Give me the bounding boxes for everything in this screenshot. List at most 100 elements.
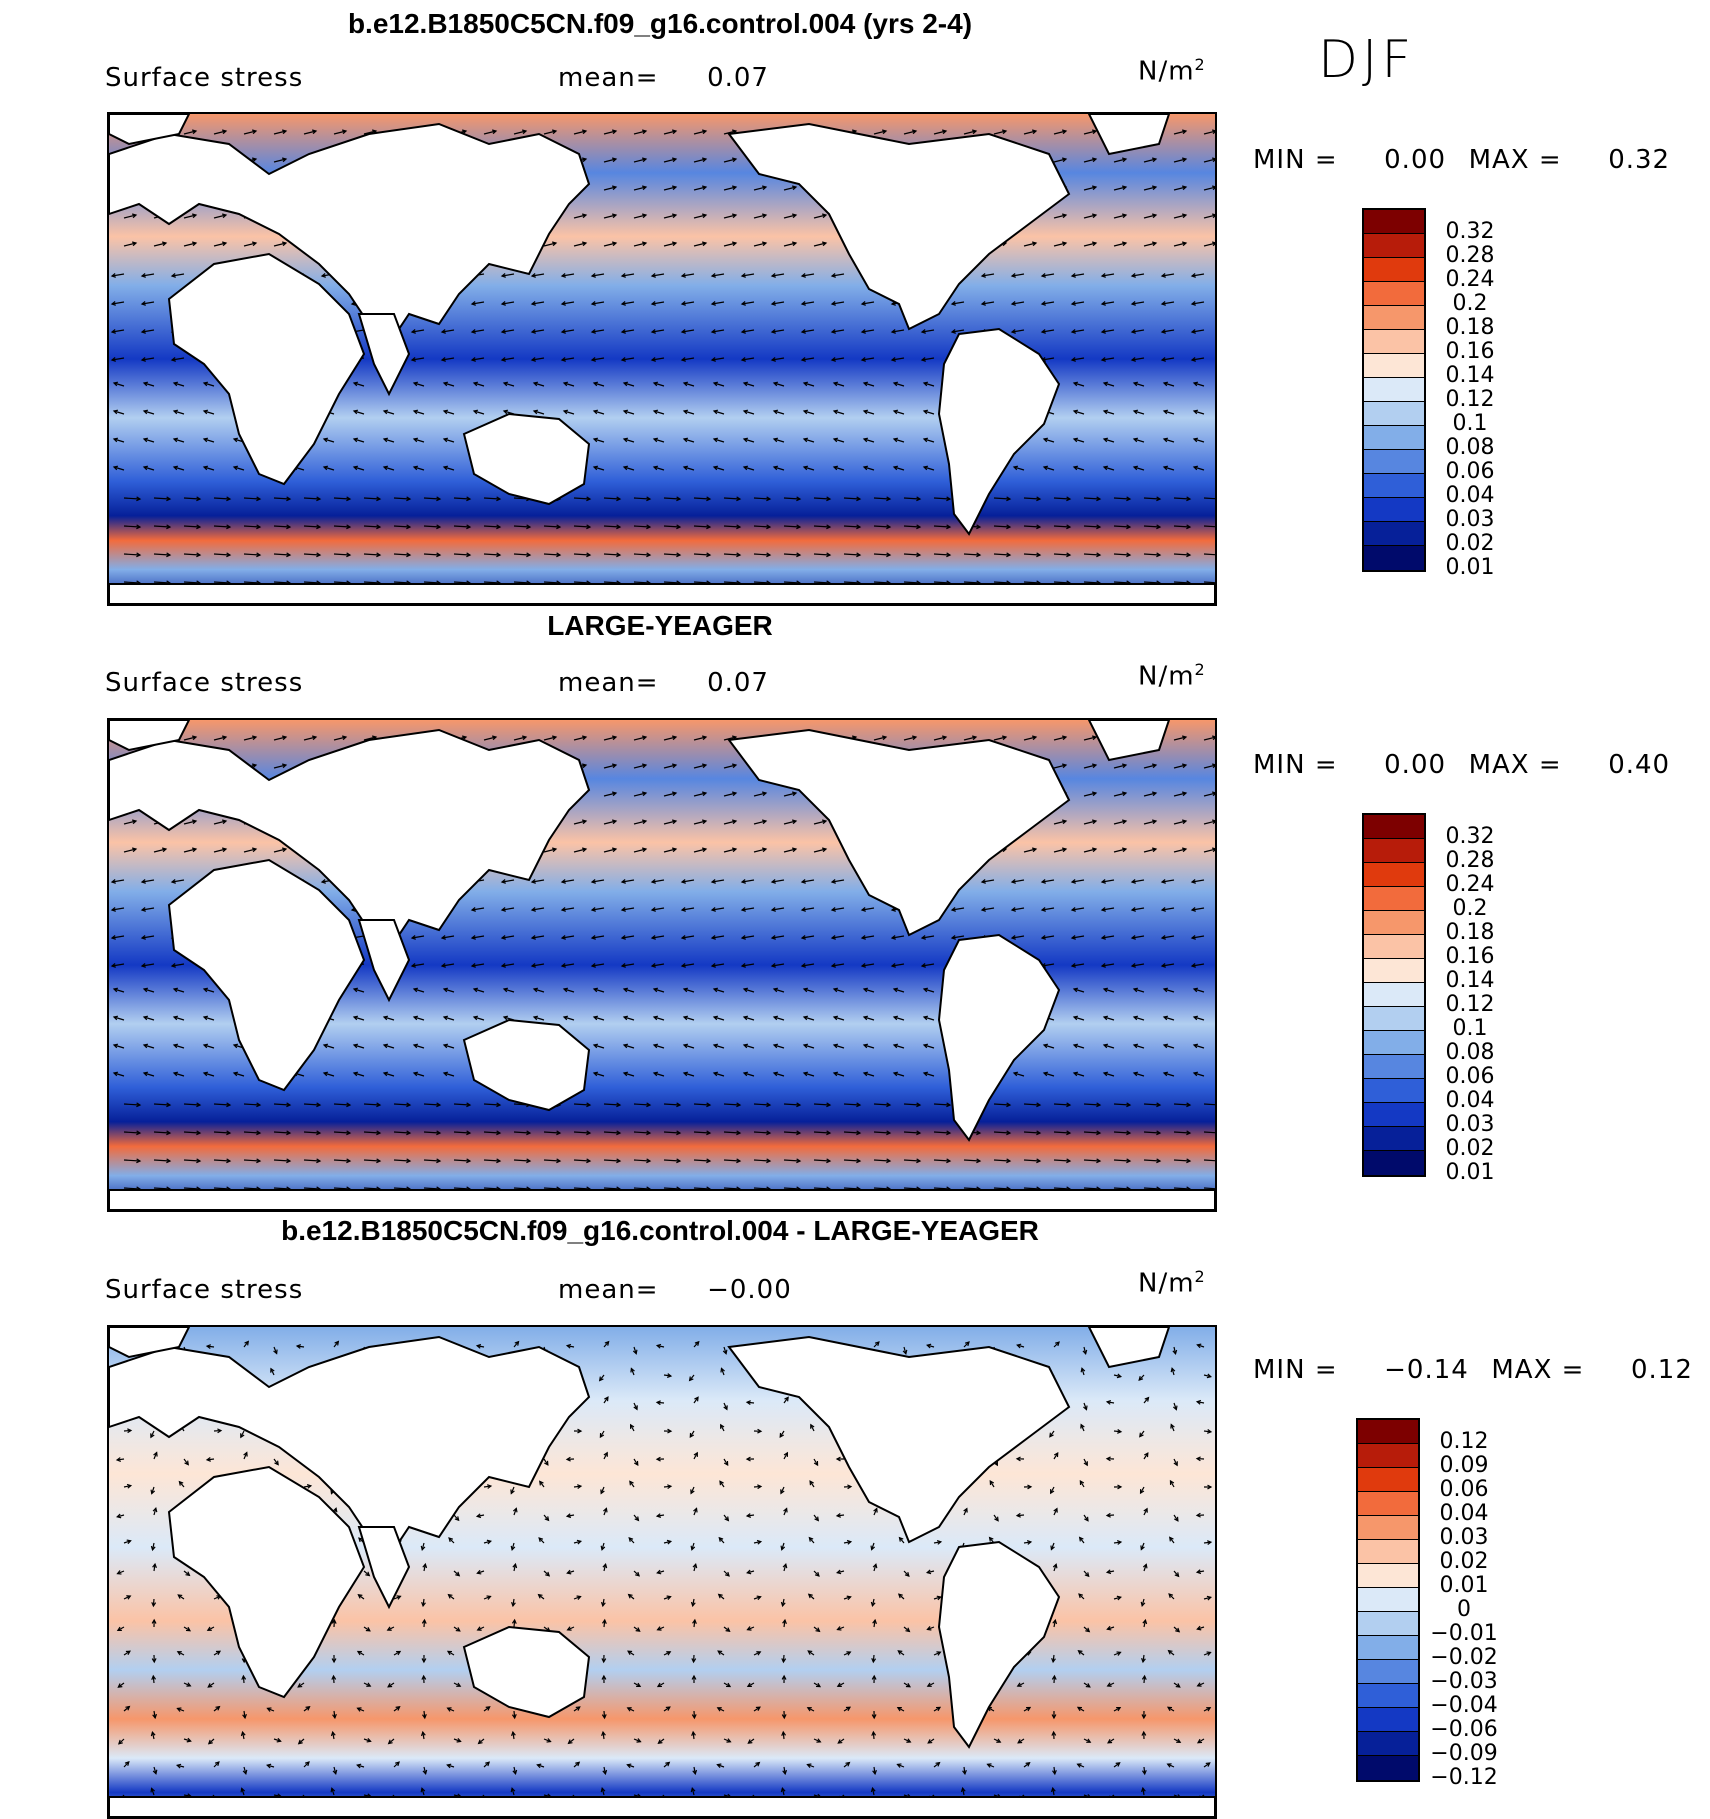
vector-arrow (411, 329, 425, 333)
vector-arrowhead (856, 524, 862, 530)
vector-arrow (203, 466, 215, 471)
colorbar-labels: 0.32 0.28 0.24 0.2 0.18 0.16 0.14 0.12 0.1 0.08 0.… (1430, 220, 1510, 580)
colorbar-tick-label: 0.1 (1452, 411, 1488, 436)
vector-arrow (903, 736, 917, 741)
vector-arrow (833, 1072, 845, 1077)
colorbar-segment (1364, 863, 1424, 887)
colorbar-segment (1364, 282, 1424, 306)
vector-arrow (783, 792, 797, 797)
vector-arrowhead (1195, 1512, 1201, 1518)
vector-arrow (603, 553, 621, 556)
vector-arrowhead (406, 1158, 412, 1164)
vector-arrow (681, 357, 695, 361)
vector-arrow (683, 382, 695, 387)
vector-arrow (173, 1044, 185, 1049)
vector-arrow (903, 581, 921, 584)
vector-arrowhead (1140, 1786, 1146, 1793)
vector-arrowhead (630, 1367, 635, 1373)
vector-arrowhead (560, 907, 566, 912)
vector-arrow (1161, 273, 1175, 277)
vector-arrowhead (1100, 879, 1106, 884)
vector-arrowhead (126, 1595, 132, 1600)
vector-arrowhead (172, 437, 179, 443)
colorbar-segment (1364, 1007, 1424, 1031)
vector-arrow (531, 273, 545, 277)
land-mass (109, 1796, 1215, 1817)
vector-arrow (561, 963, 575, 967)
vector-arrowhead (1196, 1625, 1202, 1631)
vector-arrow (543, 736, 557, 741)
vector-arrowhead (832, 437, 839, 443)
vector-arrowhead (1066, 1130, 1072, 1136)
vector-arrow (653, 1072, 665, 1077)
vector-arrowhead (1121, 819, 1128, 825)
vector-arrow (603, 736, 617, 741)
vector-arrow (483, 525, 501, 528)
vector-arrowhead (1017, 1739, 1023, 1744)
vector-arrowhead (500, 329, 506, 334)
vector-arrow (1073, 1016, 1085, 1021)
vector-arrowhead (142, 437, 149, 443)
vector-arrow (653, 410, 665, 415)
vector-arrowhead (305, 1705, 311, 1711)
vector-arrowhead (576, 1539, 583, 1545)
vector-arrowhead (601, 1730, 606, 1737)
vector-arrow (773, 410, 785, 415)
vector-arrow (533, 988, 545, 993)
vector-arrow (473, 382, 485, 387)
vector-arrowhead (791, 791, 798, 797)
vector-arrow (1053, 214, 1067, 219)
mean-label: mean= (558, 668, 659, 698)
vector-arrowhead (136, 524, 142, 530)
vector-arrowhead (140, 301, 146, 306)
vector-arrowhead (472, 1015, 479, 1021)
vector-arrowhead (1091, 791, 1098, 797)
vector-arrowhead (207, 1683, 213, 1688)
vector-arrowhead (1102, 409, 1109, 415)
vector-arrowhead (316, 524, 322, 530)
vector-arrow (663, 497, 681, 500)
vector-arrowhead (560, 357, 566, 362)
vector-arrowhead (575, 1761, 581, 1767)
vector-arrow (603, 581, 621, 584)
vector-arrowhead (646, 1102, 652, 1108)
vector-arrowhead (1174, 1572, 1180, 1578)
vector-arrowhead (382, 1043, 389, 1049)
vector-arrow (813, 1187, 831, 1190)
vector-arrow (813, 242, 827, 247)
vector-arrowhead (172, 409, 179, 415)
vector-arrowhead (946, 1158, 952, 1164)
vector-arrowhead (382, 409, 389, 415)
vector-arrowhead (256, 524, 262, 530)
vector-arrow (711, 879, 725, 883)
vector-arrowhead (832, 1043, 839, 1049)
vector-arrowhead (742, 1071, 749, 1077)
vector-arrowhead (330, 1730, 336, 1737)
vector-arrowhead (726, 1738, 732, 1743)
vector-arrowhead (701, 847, 708, 853)
vector-arrowhead (693, 1507, 698, 1513)
vector-arrow (273, 497, 291, 500)
vector-arrowhead (1052, 1770, 1057, 1776)
vector-arrowhead (590, 907, 596, 912)
colorbar-tick-label: 0.03 (1445, 1112, 1495, 1137)
vector-arrowhead (232, 465, 239, 471)
vector-arrow (1191, 963, 1205, 967)
vector-arrowhead (244, 1340, 250, 1346)
vector-arrowhead (710, 329, 716, 334)
vector-arrowhead (691, 1730, 696, 1736)
vector-arrowhead (590, 273, 596, 278)
vector-arrowhead (530, 273, 536, 278)
vector-arrow (633, 497, 651, 500)
vector-arrowhead (1190, 935, 1196, 940)
vector-arrowhead (598, 1376, 604, 1382)
vector-arrowhead (150, 1433, 155, 1439)
vector-arrow (1043, 466, 1055, 471)
vector-arrow (663, 214, 677, 219)
vector-arrow (1071, 963, 1085, 967)
vector-arrowhead (633, 1405, 638, 1411)
vector-arrowhead (796, 1158, 802, 1164)
vector-arrowhead (826, 524, 832, 530)
vector-arrowhead (1116, 1373, 1123, 1379)
vector-arrowhead (941, 129, 948, 135)
